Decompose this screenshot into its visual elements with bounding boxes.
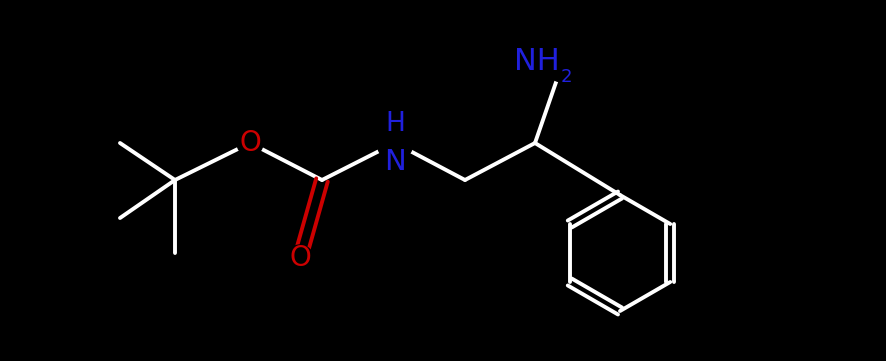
Circle shape — [377, 125, 413, 161]
Text: N: N — [384, 148, 406, 176]
Text: O: O — [289, 244, 310, 272]
Circle shape — [287, 245, 313, 271]
Circle shape — [542, 42, 582, 82]
Text: H: H — [385, 111, 405, 137]
Text: NH: NH — [514, 48, 559, 77]
Text: 2: 2 — [560, 68, 571, 86]
Text: O: O — [239, 129, 260, 157]
Circle shape — [237, 130, 263, 156]
